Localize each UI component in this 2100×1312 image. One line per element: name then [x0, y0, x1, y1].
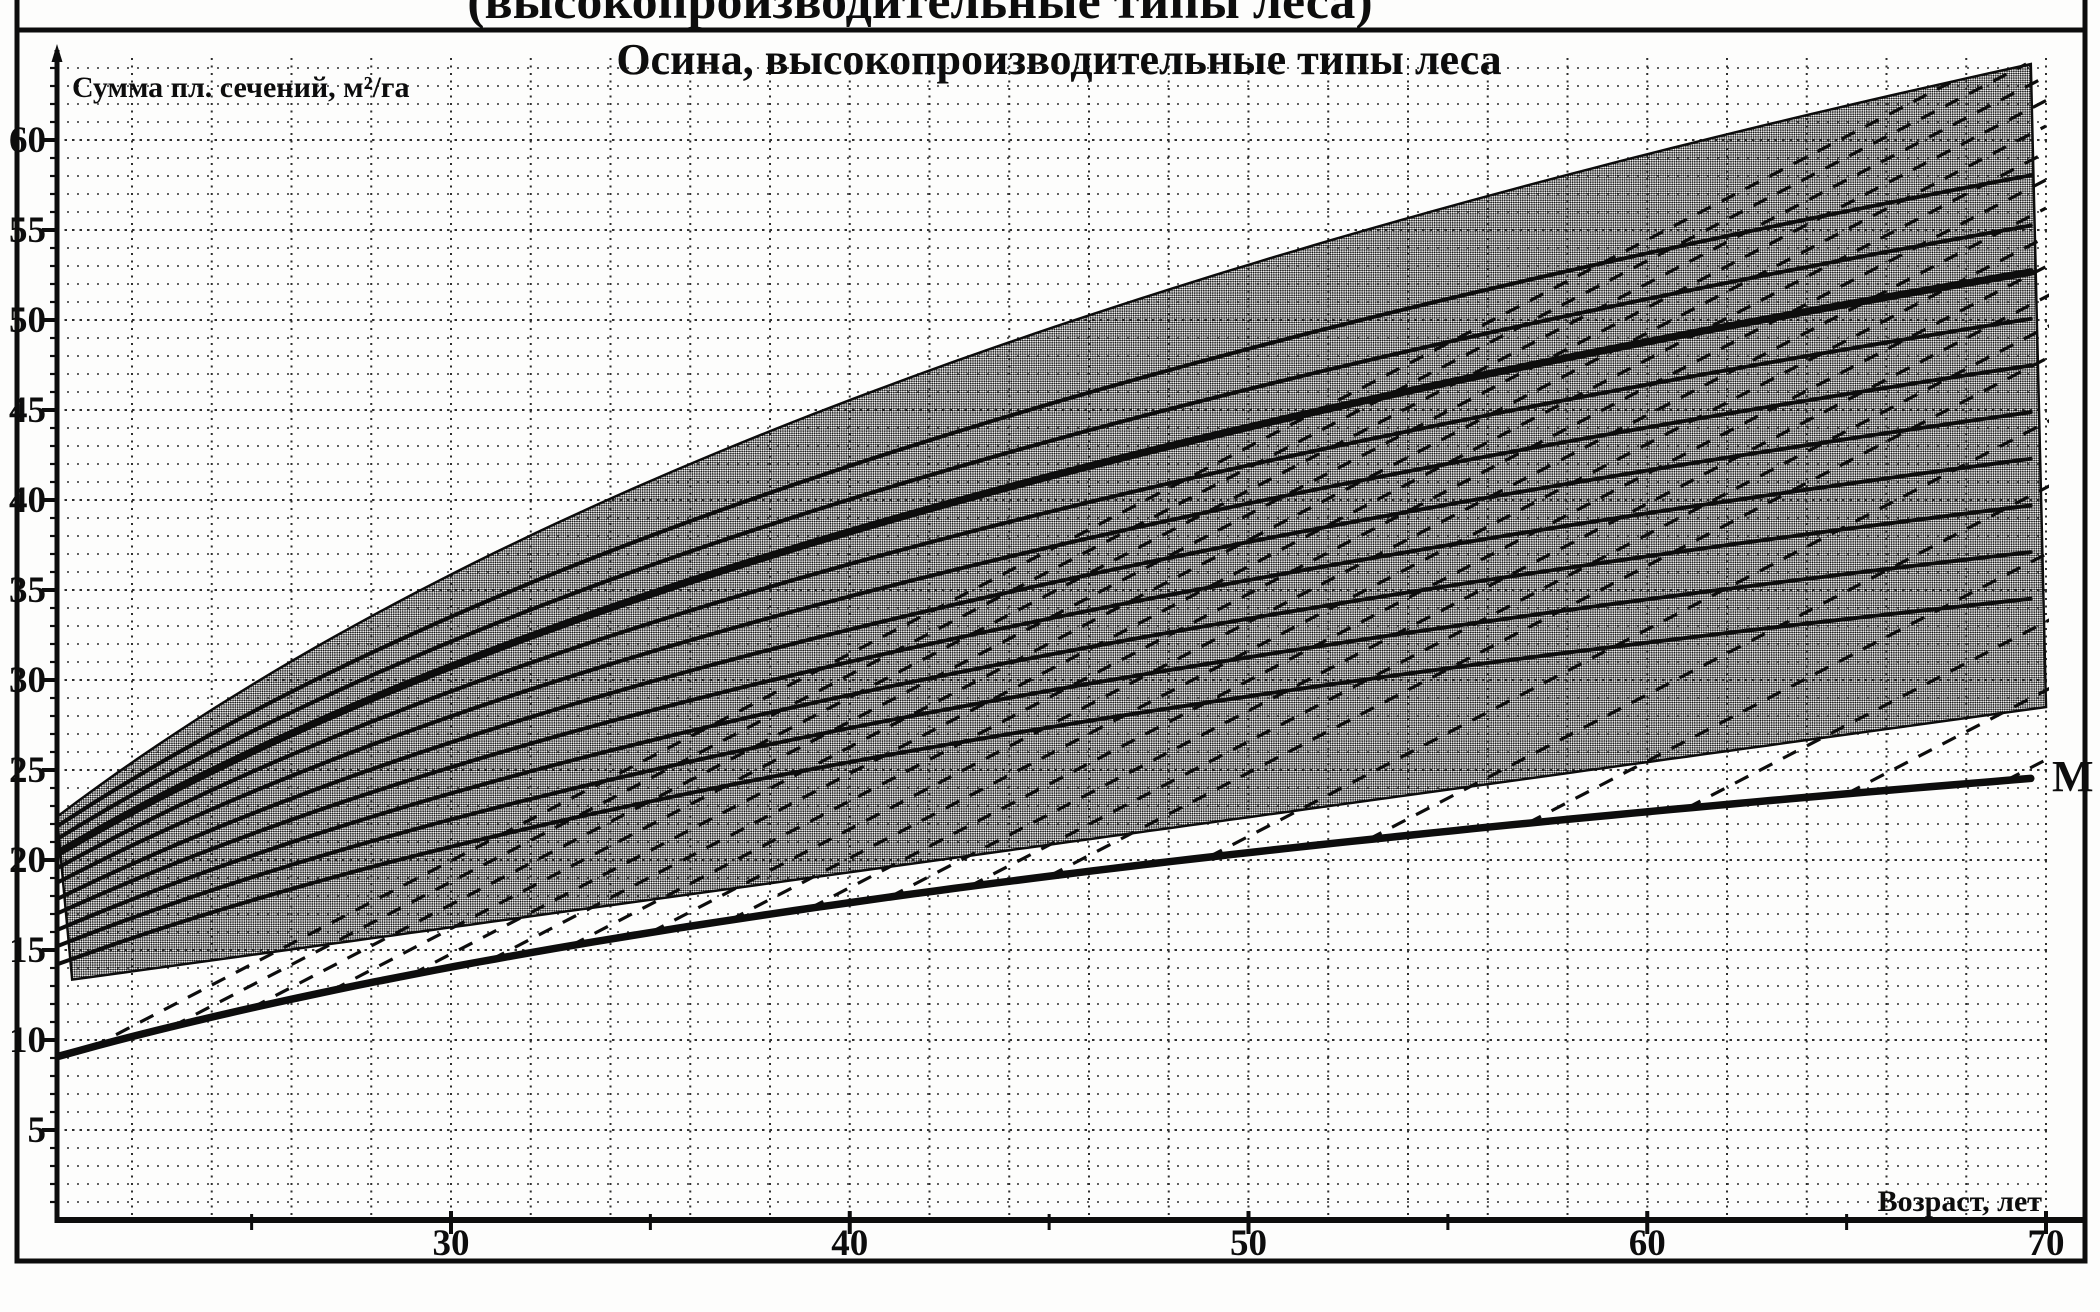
y-tick-label: 40	[9, 480, 46, 521]
y-axis-arrow	[51, 44, 63, 62]
thinning-line	[1845, 686, 2049, 796]
thinning-line	[1367, 484, 2049, 842]
density-curve	[57, 596, 2033, 967]
series-layer	[57, 62, 2049, 1061]
x-tick-label: 50	[1230, 1223, 1267, 1264]
density-curve	[57, 456, 2033, 916]
thinning-line	[410, 124, 2047, 977]
density-curve-thick	[57, 268, 2035, 858]
outer-frame	[14, 0, 2088, 1264]
x-tick-label: 40	[831, 1223, 868, 1264]
chart-title: Осина, высокопроизводительные типы леса	[616, 35, 1501, 84]
density-curve	[57, 410, 2033, 902]
density-curve	[57, 503, 2033, 932]
thinning-line	[1526, 550, 2049, 825]
thinning-line	[888, 293, 2049, 899]
y-tick-label: 10	[9, 1020, 46, 1061]
thinning-line	[569, 178, 2047, 948]
x-axis-title: Возраст, лет	[1878, 1185, 2043, 1218]
optimal-zone-band	[57, 62, 2048, 982]
thinning-line	[729, 235, 2047, 922]
thinning-line	[171, 62, 2027, 1029]
density-curve	[57, 223, 2033, 841]
y-tick-label: 55	[9, 210, 46, 251]
x-tick-label: 70	[2028, 1223, 2065, 1264]
y-tick-label: 30	[9, 660, 46, 701]
axes-layer: 5 10 15 20 25 30 35 40 45 50 55 60 30 40 50 60 70	[9, 44, 2085, 1264]
y-tick-label: 45	[9, 390, 46, 431]
y-tick-label: 5	[28, 1110, 47, 1151]
y-axis-title: Сумма пл. сечений, м²/га	[72, 71, 410, 104]
density-curve	[57, 316, 2033, 871]
density-curve	[57, 550, 2033, 949]
m-curve-label: M	[2052, 752, 2094, 801]
min-density-curve-M	[57, 774, 2035, 1061]
cropped-page-caption: (высокопроизводительные типы леса)	[467, 0, 1373, 30]
x-tick-label: 60	[1629, 1223, 1666, 1264]
density-curve	[57, 173, 2033, 829]
x-tick-label: 30	[433, 1223, 470, 1264]
y-tick-label: 60	[9, 120, 46, 161]
y-tick-label: 35	[9, 570, 46, 611]
thinning-line	[490, 151, 2047, 962]
thinning-line	[1686, 618, 2049, 810]
thinning-line	[1207, 419, 2049, 859]
thinning-line	[649, 206, 2047, 935]
y-tick-label: 50	[9, 300, 46, 341]
y-tick-label: 25	[9, 750, 46, 791]
density-curve	[57, 363, 2033, 885]
y-tick-label: 15	[9, 930, 46, 971]
thinning-line	[968, 324, 2049, 888]
y-tick-label: 20	[9, 840, 46, 881]
